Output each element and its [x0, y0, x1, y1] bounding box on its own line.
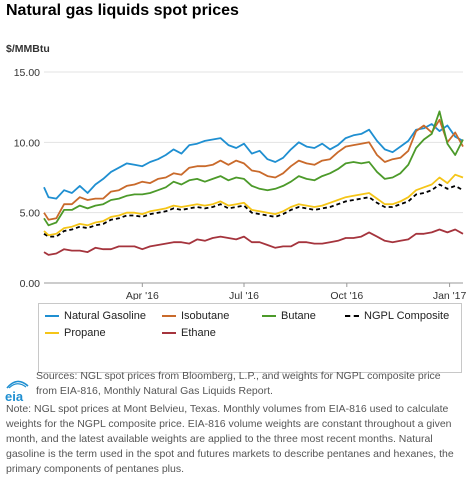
- legend-label: Butane: [281, 310, 316, 322]
- legend-swatch: [262, 315, 276, 317]
- legend-swatch: [162, 315, 176, 317]
- note-text: Note: NGL spot prices at Mont Belvieu, T…: [6, 403, 454, 475]
- x-tick-label: Apr '16: [126, 290, 159, 300]
- legend-label: NGPL Composite: [364, 310, 450, 322]
- legend-label: Propane: [64, 327, 106, 339]
- series-line-propane: [43, 173, 464, 237]
- y-tick-label: 5.00: [20, 208, 41, 220]
- y-tick-label: 15.00: [14, 67, 40, 79]
- line-chart: 0.00 5.00 10.00 15.00 Apr '16 Jul '16 Oct '16…: [14, 67, 467, 300]
- chart-legend: Natural Gasoline Isobutane Butane NGPL Comp…: [38, 303, 462, 373]
- y-tick-label: 0.00: [20, 278, 41, 290]
- x-tick-label: Jan '17: [433, 290, 467, 300]
- x-tick-label: Oct '16: [330, 290, 363, 300]
- legend-label: Ethane: [181, 327, 216, 339]
- legend-swatch: [45, 315, 59, 317]
- y-axis-ticks: 0.00 5.00 10.00 15.00: [14, 67, 40, 290]
- x-axis-ticks: Apr '16 Jul '16 Oct '16 Jan '17: [126, 283, 467, 300]
- series-lines: [43, 110, 464, 256]
- svg-text:eia: eia: [5, 389, 24, 404]
- gridlines: [44, 71, 463, 284]
- y-axis-units-label: $/MMBtu: [6, 43, 50, 55]
- series-line-natural-gasoline: [43, 123, 464, 200]
- y-tick-label: 10.00: [14, 137, 40, 149]
- sources-text: Sources: NGL spot prices from Bloomberg,…: [36, 370, 441, 397]
- series-line-ethane: [43, 228, 464, 256]
- legend-item-butane: Butane: [262, 310, 316, 322]
- legend-swatch: [162, 332, 176, 334]
- legend-item-propane: Propane: [45, 327, 106, 339]
- eia-logo: eia: [5, 380, 29, 404]
- legend-item-natural-gasoline: Natural Gasoline: [45, 310, 146, 322]
- legend-item-isobutane: Isobutane: [162, 310, 229, 322]
- legend-item-ngpl-composite: NGPL Composite: [345, 310, 449, 322]
- legend-label: Isobutane: [181, 310, 230, 322]
- x-tick-label: Jul '16: [229, 290, 259, 300]
- legend-swatch: [345, 315, 359, 317]
- series-line-ngpl-composite: [43, 183, 464, 238]
- series-line-isobutane: [43, 118, 464, 221]
- legend-swatch: [45, 332, 59, 334]
- chart-title: Natural gas liquids spot prices: [6, 2, 239, 19]
- legend-label: Natural Gasoline: [64, 310, 146, 322]
- legend-item-ethane: Ethane: [162, 327, 216, 339]
- series-line-butane: [43, 110, 464, 227]
